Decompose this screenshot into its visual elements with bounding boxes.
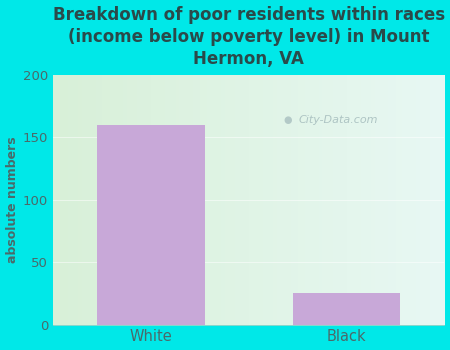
Bar [293, 293, 400, 324]
Title: Breakdown of poor residents within races
(income below poverty level) in Mount
H: Breakdown of poor residents within races… [53, 6, 445, 68]
Bar [97, 125, 205, 324]
Y-axis label: absolute numbers: absolute numbers [5, 136, 18, 263]
Text: City-Data.com: City-Data.com [299, 115, 378, 125]
Text: ●: ● [284, 115, 292, 125]
